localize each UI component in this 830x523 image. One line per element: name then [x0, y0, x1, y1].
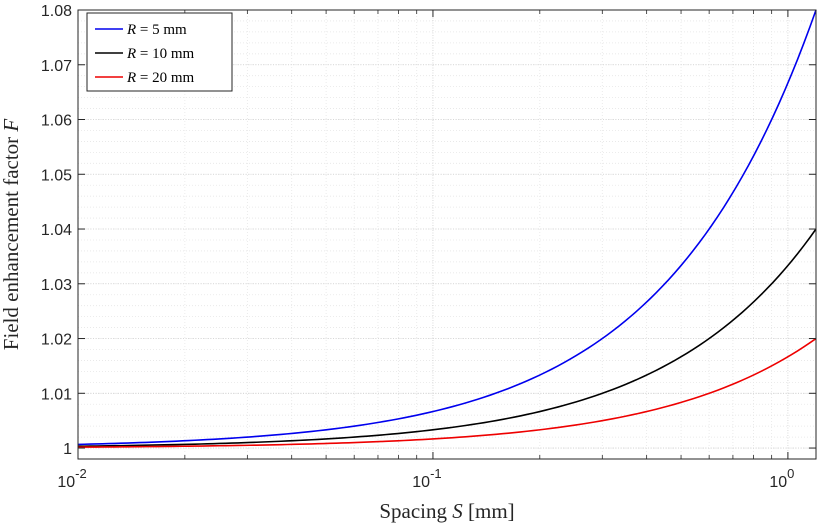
x-tick-label-exponent: -1	[430, 466, 442, 481]
legend-label-variable: R	[126, 46, 136, 62]
series-line-r-5-mm	[77, 9, 817, 446]
x-axis-title-prefix: Spacing	[379, 499, 452, 523]
axes-box	[77, 9, 817, 460]
x-tick-label-exponent: 0	[787, 466, 794, 481]
legend-label-text: = 20 mm	[136, 70, 194, 86]
x-tick-label: 100	[769, 466, 794, 491]
x-tick-label-base: 10	[412, 474, 430, 491]
y-tick-label: 1.07	[41, 58, 72, 75]
y-tick-label: 1.05	[41, 167, 72, 184]
x-tick-label-base: 10	[57, 474, 75, 491]
legend-label: R = 5 mm	[126, 22, 187, 38]
y-tick-label: 1.02	[41, 332, 72, 349]
y-tick-label: 1.06	[41, 113, 72, 130]
y-tick-label: 1.04	[41, 222, 72, 239]
series-layer	[77, 9, 817, 448]
tick-labels: 10-210-110011.011.021.031.041.051.061.07…	[41, 3, 795, 491]
y-axis-title-variable: F	[0, 119, 23, 133]
legend-label-text: = 5 mm	[136, 22, 187, 38]
x-tick-label-base: 10	[769, 474, 787, 491]
legend-label: R = 10 mm	[126, 46, 195, 62]
y-tick-label: 1.01	[41, 386, 72, 403]
x-tick-label-exponent: -2	[75, 466, 87, 481]
series-line-r-10-mm	[77, 228, 817, 448]
legend-label-variable: R	[126, 22, 136, 38]
legend: R = 5 mmR = 10 mmR = 20 mm	[86, 12, 233, 92]
legend-box	[86, 12, 233, 92]
legend-label-variable: R	[126, 70, 136, 86]
y-axis-title: Field enhancement factor F	[0, 119, 23, 351]
y-tick-label: 1.03	[41, 277, 72, 294]
legend-label: R = 20 mm	[126, 70, 195, 86]
series-line-r-20-mm	[77, 337, 817, 448]
y-axis-title-prefix: Field enhancement factor	[0, 132, 23, 351]
y-tick-label: 1	[63, 441, 72, 458]
legend-label-text: = 10 mm	[136, 46, 194, 62]
x-axis-title: Spacing S [mm]	[379, 499, 514, 523]
x-tick-label: 10-1	[412, 466, 441, 491]
x-tick-label: 10-2	[57, 466, 86, 491]
y-tick-label: 1.08	[41, 3, 72, 20]
ticks-layer	[77, 9, 816, 459]
x-axis-title-suffix: [mm]	[463, 499, 515, 523]
x-axis-title-variable: S	[452, 499, 463, 523]
